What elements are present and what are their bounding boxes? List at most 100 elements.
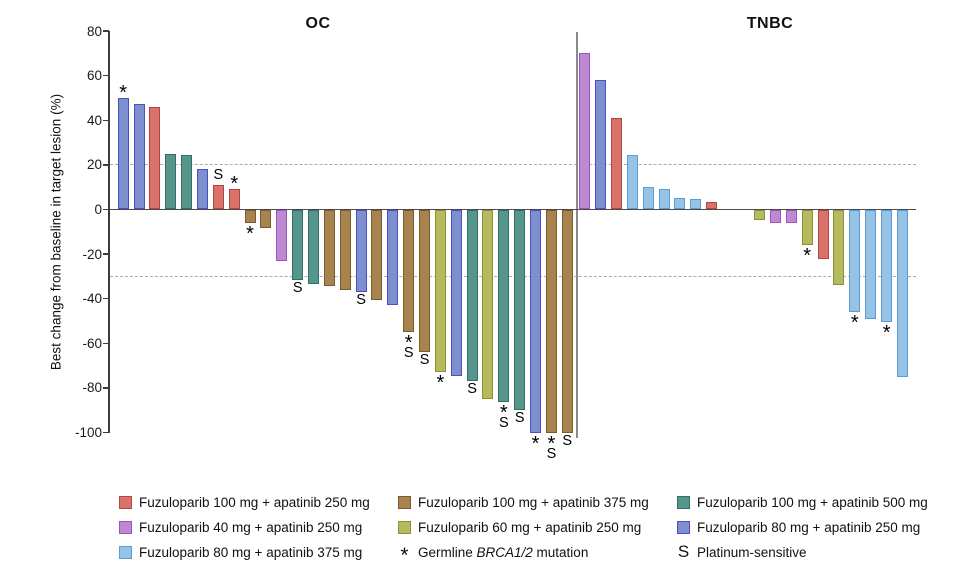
bar [514, 209, 526, 411]
brca-mutation-star-mark: * [119, 82, 128, 97]
brca-mutation-star-mark: * [246, 223, 254, 238]
y-axis-tick [103, 387, 109, 389]
bar [276, 209, 288, 261]
bar [849, 209, 861, 313]
bar [133, 103, 145, 210]
bar [801, 209, 813, 246]
legend-swatch [398, 520, 411, 534]
y-axis-tick [103, 30, 109, 32]
bar [339, 209, 351, 290]
bar [403, 209, 415, 333]
bar [769, 209, 781, 223]
platinum-sensitive-mark: S [498, 415, 509, 432]
legend-swatch [119, 520, 132, 534]
y-axis-label: Best change from baseline in target lesi… [48, 93, 64, 371]
y-axis-line [108, 30, 110, 434]
bar [371, 209, 383, 300]
legend-item: Fuzuloparib 80 mg + apatinib 375 mg [119, 543, 362, 561]
bar [881, 209, 893, 323]
bar [355, 209, 367, 293]
brca-mutation-star-mark: * [882, 323, 891, 338]
bar [228, 189, 240, 210]
y-axis-tick [103, 342, 109, 345]
brca-mutation-star-mark: * [499, 403, 508, 418]
bar [785, 209, 797, 223]
y-axis-tick [103, 297, 109, 300]
bar [212, 184, 224, 210]
bar [419, 209, 431, 353]
brca-mutation-star-mark: * [850, 313, 859, 328]
bar [149, 106, 161, 210]
bar [610, 118, 622, 210]
bar [181, 154, 193, 210]
zero-baseline [110, 208, 916, 211]
section-title-tnbc: TNBC [746, 15, 794, 32]
y-tick-label: 80 [86, 23, 102, 39]
bar [450, 209, 462, 376]
y-axis-tick [103, 253, 109, 255]
legend-label: Fuzuloparib 40 mg + apatinib 250 mg [139, 519, 363, 535]
y-tick-label: 0 [94, 202, 102, 217]
platinum-sensitive-mark: S [356, 292, 366, 309]
platinum-sensitive-mark: S [514, 410, 525, 427]
bar [545, 209, 557, 433]
y-axis-tick [103, 431, 109, 434]
brca-mutation-star-mark: * [547, 433, 556, 448]
bar [833, 209, 845, 286]
bar [244, 209, 256, 223]
bar [165, 153, 177, 210]
legend-item: S Platinum-sensitive [677, 543, 807, 561]
legend-label: Fuzuloparib 80 mg + apatinib 375 mg [139, 544, 363, 560]
brca-mutation-star-mark: * [404, 333, 413, 348]
legend-item: Fuzuloparib 100 mg + apatinib 250 mg [119, 493, 370, 511]
section-title-oc: OC [305, 15, 331, 32]
y-tick-label: -60 [82, 335, 102, 351]
bar [498, 209, 510, 403]
bar [561, 209, 573, 433]
y-axis-tick [103, 208, 109, 211]
brca-mutation-star-mark: * [230, 174, 239, 189]
bar [626, 154, 638, 210]
legend-swatch [119, 545, 132, 559]
reference-line [110, 164, 916, 166]
section-separator-line [576, 32, 578, 438]
legend-swatch [677, 520, 690, 534]
legend-label: Fuzuloparib 100 mg + apatinib 375 mg [418, 494, 649, 510]
bar [753, 209, 765, 220]
legend-swatch [119, 495, 132, 509]
legend-swatch [677, 495, 690, 509]
brca-mutation-star-mark: * [436, 373, 445, 388]
legend-item: Fuzuloparib 100 mg + apatinib 375 mg [398, 493, 649, 511]
bar [387, 209, 399, 306]
platinum-sensitive-mark: S [403, 345, 414, 362]
legend-swatch [398, 495, 411, 509]
bar [865, 209, 877, 319]
bar [466, 209, 478, 382]
reference-line [110, 275, 916, 277]
bar [530, 209, 542, 433]
legend-label: Fuzuloparib 100 mg + apatinib 250 mg [139, 494, 370, 510]
legend-item: * Germline BRCA1/2 mutation [398, 543, 588, 561]
y-axis-tick [103, 74, 109, 77]
platinum-sensitive-mark: S [419, 352, 430, 369]
y-tick-label: 20 [86, 157, 102, 173]
platinum-sensitive-mark: S [546, 445, 557, 462]
y-tick-label: -20 [82, 246, 102, 262]
bar [323, 209, 335, 287]
y-axis-tick [103, 164, 109, 166]
y-tick-label: -80 [82, 380, 102, 396]
bar [260, 209, 272, 229]
bar [579, 53, 590, 210]
legend-label: Fuzuloparib 60 mg + apatinib 250 mg [418, 519, 642, 535]
bar [117, 97, 129, 210]
bar [658, 189, 670, 210]
brca-mutation-star-mark: * [531, 433, 540, 448]
platinum-sensitive-mark: S [213, 166, 224, 183]
legend-label: Fuzuloparib 80 mg + apatinib 250 mg [697, 519, 921, 535]
y-tick-label: 40 [86, 112, 102, 128]
y-tick-label: -40 [82, 291, 102, 307]
legend-label: Fuzuloparib 100 mg + apatinib 500 mg [697, 494, 928, 510]
platinum-sensitive-mark: S [562, 432, 573, 449]
bar [482, 209, 494, 400]
